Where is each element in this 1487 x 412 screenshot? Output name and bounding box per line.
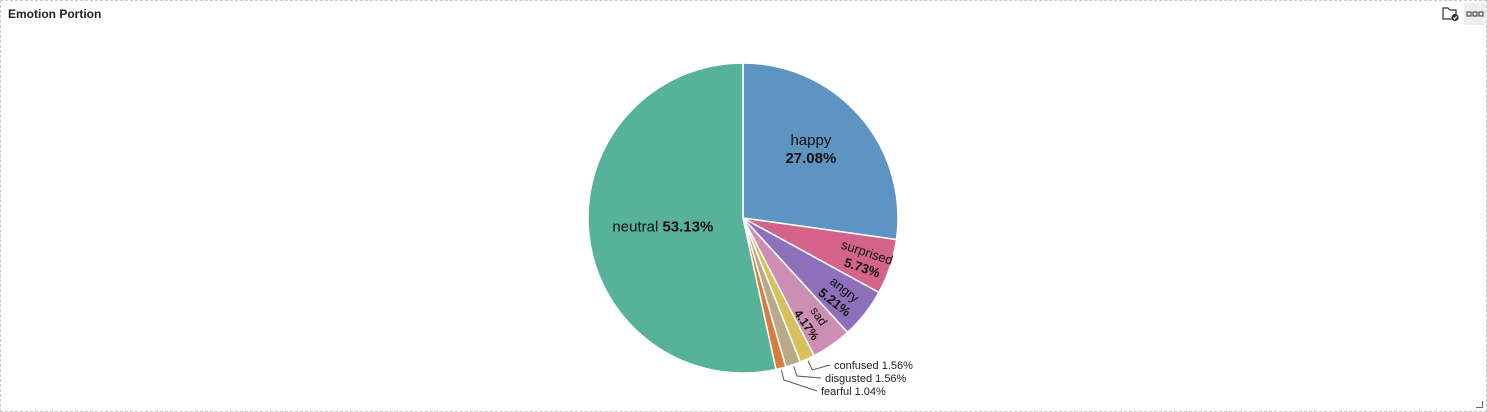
pie-slice-happy[interactable] xyxy=(742,62,899,241)
slice-label-text: neutral 53.13% xyxy=(612,219,713,236)
more-horizontal-icon[interactable] xyxy=(1464,3,1486,25)
resize-handle-icon[interactable] xyxy=(1476,401,1483,408)
leader-line-confused xyxy=(807,360,831,371)
leader-line-fearful xyxy=(780,370,818,392)
slice-label-name: happy xyxy=(790,132,831,149)
slice-label-confused: confused 1.56% xyxy=(834,360,913,372)
panel-toolbar xyxy=(1440,3,1486,25)
folder-check-icon[interactable] xyxy=(1440,3,1462,25)
leader-line-disgusted xyxy=(793,366,822,379)
slice-label-fearful: fearful 1.04% xyxy=(821,386,886,398)
slice-label-neutral: neutral 53.13% xyxy=(612,219,713,236)
slice-label-disgusted: disgusted 1.56% xyxy=(825,373,907,385)
panel-title: Emotion Portion xyxy=(8,7,102,21)
slice-label-value: 27.08% xyxy=(785,150,836,167)
pie-slice-neutral[interactable] xyxy=(587,62,777,374)
